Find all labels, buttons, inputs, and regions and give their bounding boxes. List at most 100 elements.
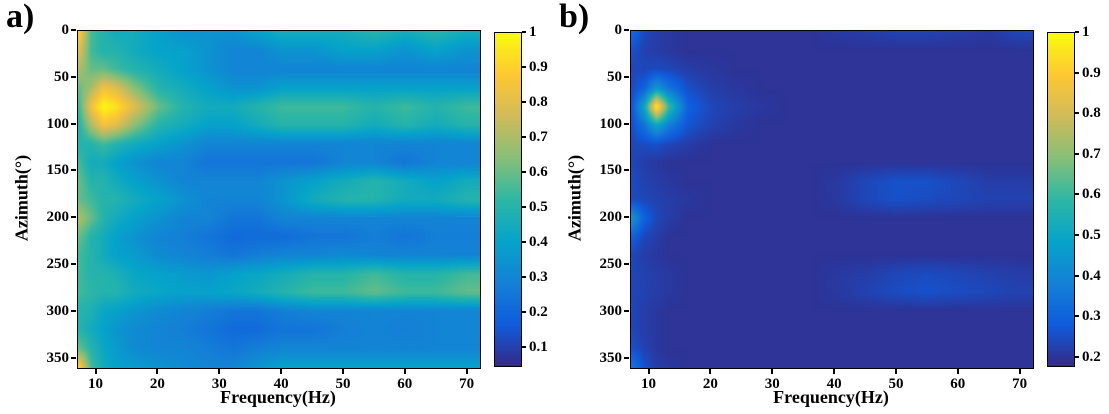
y-tick-label: 200 <box>599 209 623 226</box>
colorbar-tick-label: 0.7 <box>529 129 548 146</box>
x-tick-mark <box>956 369 959 374</box>
x-tick-label: 70 <box>459 376 475 392</box>
colorbar-gradient-b <box>1048 33 1074 366</box>
y-tick-mark <box>624 29 629 31</box>
y-tick-mark <box>71 356 76 359</box>
y-tick-mark <box>624 122 629 125</box>
heatmap-plot-b <box>630 30 1034 369</box>
colorbar-tick-mark <box>522 311 526 314</box>
colorbar-tick-label: 0.4 <box>1082 267 1101 284</box>
colorbar-tick-mark <box>1075 274 1079 277</box>
y-tick-label: 200 <box>46 209 70 226</box>
x-tick-label: 60 <box>950 376 966 392</box>
colorbar-tick-label: 0.5 <box>529 199 548 216</box>
y-tick-label: 350 <box>599 349 623 366</box>
x-tick-mark <box>833 369 836 374</box>
x-tick-label: 40 <box>273 376 289 392</box>
x-tick-mark <box>1018 369 1021 374</box>
colorbar-tick-mark <box>522 241 526 244</box>
x-tick-label: 40 <box>826 376 842 392</box>
colorbar-tick-label: 0.7 <box>1082 145 1101 162</box>
colorbar-tick-label: 0.3 <box>529 269 548 286</box>
y-tick-mark <box>624 263 629 266</box>
colorbar-tick-label: 1 <box>1082 24 1090 40</box>
colorbar-tick-label: 0.2 <box>529 304 548 321</box>
y-tick-label: 250 <box>46 256 70 273</box>
colorbar-tick-mark <box>522 171 526 174</box>
x-tick-mark <box>94 369 97 374</box>
colorbar-tick-mark <box>1075 355 1079 358</box>
colorbar-tick-label: 0.4 <box>529 234 548 251</box>
colorbar-tick-mark <box>522 136 526 139</box>
colorbar-tick-label: 0.5 <box>1082 227 1101 244</box>
colorbar-a <box>494 32 522 367</box>
y-tick-mark <box>624 356 629 359</box>
x-tick-mark <box>156 369 159 374</box>
y-tick-mark <box>624 75 629 78</box>
x-tick-mark <box>280 369 283 374</box>
x-axis-label-b: Frequency(Hz) <box>773 387 889 407</box>
panel-b-label: b) <box>559 0 590 35</box>
colorbar-tick-label: 0.8 <box>1082 105 1101 122</box>
colorbar-tick-mark <box>522 346 526 349</box>
y-tick-mark <box>624 169 629 172</box>
x-tick-label: 70 <box>1012 376 1028 392</box>
y-tick-label: 150 <box>599 162 623 179</box>
colorbar-tick-mark <box>522 276 526 279</box>
colorbar-tick-mark <box>1075 315 1079 318</box>
x-tick-label: 30 <box>211 376 227 392</box>
y-tick-label: 250 <box>599 256 623 273</box>
colorbar-tick-mark <box>522 101 526 104</box>
colorbar-tick-mark <box>1075 193 1079 196</box>
y-tick-mark <box>624 309 629 312</box>
colorbar-tick-label: 0.1 <box>529 339 548 356</box>
y-tick-mark <box>71 29 76 31</box>
colorbar-tick-label: 0.6 <box>1082 186 1101 203</box>
x-tick-mark <box>771 369 774 374</box>
y-tick-mark <box>624 216 629 219</box>
y-axis-label-a: Azimuth(°) <box>11 154 32 242</box>
colorbar-tick-mark <box>522 66 526 69</box>
colorbar-tick-mark <box>1075 31 1079 33</box>
y-tick-mark <box>71 216 76 219</box>
colorbar-tick-mark <box>1075 112 1079 115</box>
y-tick-mark <box>71 309 76 312</box>
colorbar-tick-label: 0.2 <box>1082 348 1101 365</box>
x-tick-label: 20 <box>149 376 165 392</box>
y-tick-label: 300 <box>46 302 70 319</box>
y-tick-label: 50 <box>607 68 622 85</box>
heatmap-plot-a <box>77 30 481 369</box>
y-tick-mark <box>71 122 76 125</box>
y-tick-label: 50 <box>54 68 69 85</box>
x-tick-mark <box>403 369 406 374</box>
x-tick-label: 10 <box>88 376 104 392</box>
x-tick-label: 30 <box>764 376 780 392</box>
panel-b: b) Azimuth(°) Frequency(Hz) 10 20 30 40 50 60… <box>553 0 1109 414</box>
x-tick-mark <box>218 369 221 374</box>
colorbar-tick-label: 0.3 <box>1082 308 1101 325</box>
x-axis-label-a: Frequency(Hz) <box>220 387 336 407</box>
y-tick-label: 150 <box>46 162 70 179</box>
y-tick-mark <box>71 75 76 78</box>
colorbar-gradient-a <box>495 33 521 366</box>
y-tick-mark <box>71 263 76 266</box>
colorbar-tick-mark <box>522 206 526 209</box>
x-tick-mark <box>465 369 468 374</box>
heatmap-canvas-a <box>78 31 480 368</box>
x-tick-label: 50 <box>888 376 904 392</box>
x-tick-mark <box>647 369 650 374</box>
x-tick-label: 50 <box>335 376 351 392</box>
colorbar-tick-mark <box>1075 152 1079 155</box>
colorbar-tick-label: 0.6 <box>529 164 548 181</box>
colorbar-b <box>1047 32 1075 367</box>
heatmap-canvas-b <box>631 31 1033 368</box>
x-tick-label: 10 <box>641 376 657 392</box>
panel-a: a) Azimuth(°) Frequency(Hz) 10 20 30 40 50 60… <box>0 0 553 414</box>
x-tick-label: 60 <box>397 376 413 392</box>
colorbar-tick-label: 0.8 <box>529 94 548 111</box>
colorbar-tick-label: 0.9 <box>1082 64 1101 81</box>
y-tick-label: 0 <box>61 22 70 38</box>
colorbar-tick-mark <box>522 31 526 33</box>
colorbar-tick-label: 0.9 <box>529 59 548 76</box>
